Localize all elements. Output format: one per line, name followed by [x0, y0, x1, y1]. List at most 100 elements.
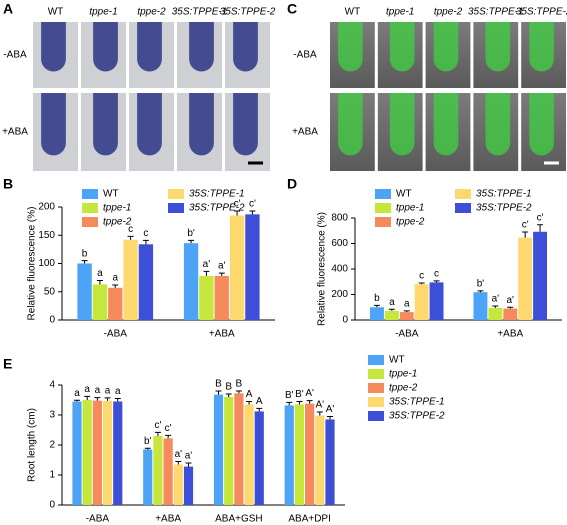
bar: [199, 275, 214, 320]
significance-letter: B: [225, 382, 232, 393]
error-bar: [537, 224, 544, 232]
error-bar: [185, 462, 192, 467]
bar: [384, 310, 399, 320]
root: [485, 22, 511, 72]
bar: [234, 393, 244, 505]
y-axis-title: Root length (cm): [27, 408, 38, 482]
significance-letter: a: [112, 273, 118, 284]
legend-label: 35S:TPPE-2: [189, 203, 245, 214]
root: [338, 93, 363, 156]
error-bar: [235, 390, 242, 394]
significance-letter: c': [522, 220, 529, 231]
significance-letter: b': [187, 228, 195, 239]
significance-letter: b: [82, 248, 88, 259]
significance-letter: a': [203, 259, 211, 270]
significance-letter: a: [95, 385, 101, 396]
error-bar: [104, 397, 111, 401]
legend-swatch: [368, 397, 384, 407]
bar: [429, 282, 444, 320]
root: [93, 93, 118, 156]
root: [137, 93, 162, 156]
error-bar: [477, 290, 484, 293]
y-tick-label: 0: [49, 500, 55, 511]
legend-label: 35S:TPPE-2: [389, 411, 445, 422]
y-tick-label: 3: [49, 410, 55, 421]
bar: [224, 397, 234, 505]
y-tick-label: 100: [38, 258, 55, 269]
y-tick-label: 0: [342, 315, 348, 326]
legend-label: tppe-2: [396, 217, 425, 228]
legend-swatch: [368, 383, 384, 393]
significance-letter: a': [218, 261, 226, 272]
bar: [213, 394, 224, 505]
error-bar: [225, 393, 232, 397]
bar: [113, 401, 123, 505]
legend-label: 35S:TPPE-1: [389, 397, 445, 408]
bar: [183, 243, 199, 320]
significance-letter: A: [246, 389, 253, 400]
row-label: -ABA: [3, 50, 27, 61]
bar: [138, 244, 154, 320]
legend-label: 35S:TPPE-2: [476, 203, 532, 214]
significance-letter: c: [434, 268, 439, 279]
bar: [163, 438, 173, 505]
legend-label: tppe-2: [103, 217, 132, 228]
bar: [473, 292, 488, 320]
y-tick-label: 800: [331, 213, 348, 224]
root: [485, 93, 511, 156]
column-label: 35S:TPPE-1: [468, 7, 524, 18]
root: [389, 93, 415, 156]
error-bar: [507, 306, 514, 309]
panel-letter: A: [3, 1, 13, 17]
y-tick-label: 4: [49, 380, 55, 391]
bar: [72, 401, 82, 505]
bar: [533, 231, 548, 320]
root: [93, 22, 118, 72]
legend-swatch: [375, 189, 391, 199]
legend-swatch: [168, 189, 184, 199]
column-label: 35S:TPPE-1: [172, 7, 228, 18]
significance-letter: a': [175, 449, 183, 460]
significance-letter: c': [234, 199, 241, 210]
error-bar: [154, 431, 161, 436]
legend-swatch: [368, 355, 384, 365]
bar: [305, 403, 315, 505]
legend-label: tppe-1: [396, 203, 424, 214]
error-bar: [81, 260, 88, 264]
root: [433, 93, 459, 156]
legend-label: tppe-1: [389, 369, 417, 380]
panel-letter: E: [3, 356, 12, 372]
legend-label: WT: [396, 189, 412, 200]
legend-swatch: [455, 203, 471, 213]
error-bar: [112, 284, 119, 288]
x-tick-label: +ABA: [155, 514, 181, 525]
bar: [92, 284, 108, 320]
significance-letter: a: [389, 297, 395, 308]
error-bar: [246, 401, 253, 405]
error-bar: [286, 401, 293, 406]
error-bar: [388, 308, 395, 311]
significance-letter: a: [115, 386, 121, 397]
bar: [245, 214, 260, 320]
root: [189, 93, 214, 156]
y-axis-title: Relative fluorescence (%): [317, 212, 328, 326]
error-bar: [316, 411, 323, 416]
panel-letter: C: [287, 1, 297, 17]
column-label: tppe-2: [434, 7, 463, 18]
column-label: tppe-1: [89, 7, 117, 18]
root: [41, 22, 66, 72]
significance-letter: a': [507, 295, 515, 306]
column-label: WT: [345, 7, 361, 18]
bar: [254, 411, 264, 505]
error-bar: [203, 270, 210, 276]
error-bar: [142, 239, 149, 245]
error-bar: [256, 407, 263, 412]
y-axis-title: Relative fluorescence (%): [27, 207, 38, 321]
bar: [325, 419, 335, 505]
significance-letter: c': [154, 420, 161, 431]
error-bar: [234, 210, 241, 216]
error-bar: [94, 397, 101, 401]
bar: [284, 405, 294, 505]
legend-swatch: [82, 203, 98, 213]
